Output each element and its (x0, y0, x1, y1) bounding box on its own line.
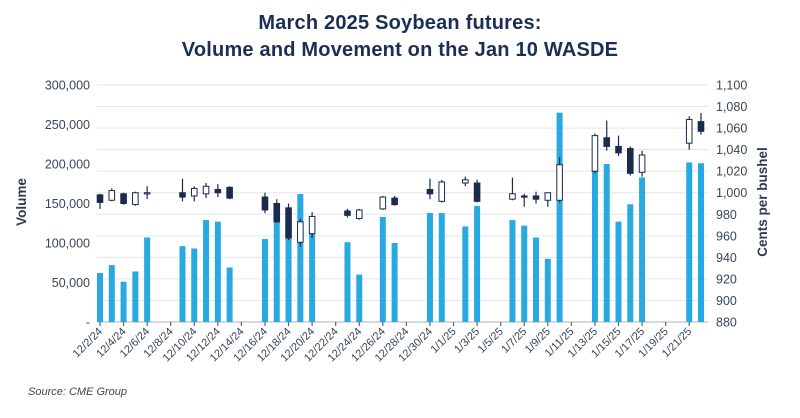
left-axis-tick-label: 50,000 (52, 276, 90, 290)
candle-body-down (273, 203, 281, 223)
volume-bar (627, 204, 634, 322)
candle-body-up (638, 154, 646, 173)
candle-body-down (120, 193, 127, 205)
volume-bar (108, 265, 115, 322)
source-note: Source: CME Group (28, 386, 128, 398)
chart-title-line1: March 2025 Soybean futures: (258, 12, 542, 34)
volume-bar (179, 246, 186, 322)
volume-bar (438, 212, 445, 322)
volume-bar (639, 177, 646, 322)
volume-bar (556, 112, 563, 323)
volume-bar (214, 221, 221, 322)
volume-bar (474, 205, 481, 322)
volume-bar (615, 221, 622, 322)
candle-body-down (615, 145, 622, 154)
volume-bar (521, 225, 528, 322)
volume-bar (191, 248, 198, 322)
left-axis-tick-label: 300,000 (45, 79, 90, 93)
volume-bar (426, 212, 433, 322)
volume-bar (698, 163, 704, 322)
volume-bar (285, 209, 292, 322)
left-axis-tick-label: 100,000 (45, 237, 90, 251)
candle-body-up (438, 181, 446, 202)
volume-bar (97, 273, 103, 322)
candle-body-up (132, 192, 139, 206)
right-axis-tick-label: 1,080 (716, 100, 747, 114)
right-axis-tick-label: 880 (716, 316, 737, 330)
volume-bar (203, 220, 210, 322)
volume-bar (603, 164, 610, 322)
candle-body-up (509, 193, 516, 200)
candle-body-down (285, 207, 292, 239)
volume-bar (544, 258, 551, 322)
right-axis-tick-label: 920 (716, 272, 737, 286)
candle-body-up (544, 192, 552, 201)
volume-bar (356, 274, 363, 322)
candle-body-up (556, 164, 563, 201)
candle-body-up (202, 185, 210, 195)
chart-title: March 2025 Soybean futures: Volume and M… (0, 10, 800, 64)
x-axis-tick-label: 1/1/25 (429, 326, 459, 356)
candle-body-down (626, 148, 634, 174)
volume-bar (144, 237, 151, 322)
volume-bar (533, 237, 540, 322)
volume-bar (686, 162, 693, 322)
candle-body-up (143, 192, 151, 195)
volume-bar (132, 271, 139, 322)
volume-bar (591, 165, 598, 322)
right-axis-tick-label: 940 (716, 251, 737, 265)
x-axis-tick-label: 1/5/25 (476, 326, 506, 356)
volume-bar (261, 239, 268, 322)
candle-body-down (214, 188, 222, 194)
volume-bar (379, 216, 386, 322)
volume-bar (120, 281, 127, 322)
candle-body-up (190, 187, 198, 197)
candle-body-down (391, 197, 398, 206)
left-axis-tick-label: 250,000 (45, 118, 90, 132)
left-axis-tick-label: - (86, 316, 90, 330)
candle-body-down (344, 210, 351, 216)
volume-bar (309, 230, 316, 322)
candle-body-up (462, 179, 469, 184)
left-axis-tick-label: 200,000 (45, 158, 90, 172)
chart-title-line2: Volume and Movement on the Jan 10 WASDE (181, 39, 619, 61)
candle-body-down (179, 192, 186, 198)
right-axis-tick-label: 1,020 (716, 165, 747, 179)
candle-body-up (591, 135, 599, 172)
volume-bar (509, 220, 516, 322)
right-axis-tick-label: 960 (716, 229, 737, 243)
right-axis-tick-label: 1,060 (716, 122, 747, 136)
candle-body-down (426, 188, 434, 195)
candle-body-down (603, 137, 611, 147)
right-axis-tick-label: 1,000 (716, 186, 747, 200)
volume-bar (297, 194, 304, 322)
right-axis-tick-label: 980 (716, 208, 737, 222)
right-axis-tick-label: 900 (716, 294, 737, 308)
candle-body-up (108, 190, 116, 201)
candle-body-down (96, 194, 104, 203)
volume-bar (273, 211, 280, 322)
volume-bar (226, 267, 233, 322)
x-axis-tick-label: 1/3/25 (452, 326, 482, 356)
candle-body-down (697, 121, 705, 132)
candle-body-down (520, 195, 528, 198)
left-axis-tick-label: 150,000 (45, 197, 90, 211)
right-axis-tick-label: 1,100 (716, 79, 747, 93)
candle-body-up (355, 209, 363, 220)
candle-body-down (261, 196, 269, 211)
candle-body-up (379, 196, 387, 210)
right-axis-tick-label: 1,040 (716, 143, 747, 157)
volume-bar (391, 243, 398, 322)
volume-bar (344, 242, 351, 322)
candle-body-down (473, 182, 481, 202)
candle-body-down (532, 195, 540, 200)
candle-body-down (226, 186, 233, 199)
candle-body-up (308, 215, 316, 235)
candle-body-up (297, 221, 304, 243)
volume-bar (462, 226, 469, 322)
x-axis-tick-label: 1/7/25 (499, 326, 529, 356)
candle-body-up (685, 118, 693, 144)
